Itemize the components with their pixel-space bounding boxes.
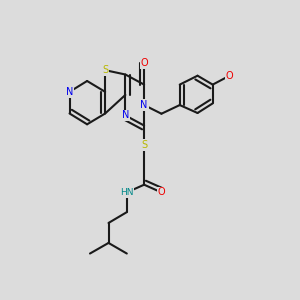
Text: O: O xyxy=(140,58,148,68)
Text: N: N xyxy=(66,87,73,97)
Text: S: S xyxy=(141,140,147,150)
Text: HN: HN xyxy=(120,188,134,197)
Text: N: N xyxy=(122,110,129,120)
Text: O: O xyxy=(226,71,233,81)
Text: N: N xyxy=(140,100,148,110)
Text: O: O xyxy=(158,188,165,197)
Text: S: S xyxy=(102,65,108,75)
